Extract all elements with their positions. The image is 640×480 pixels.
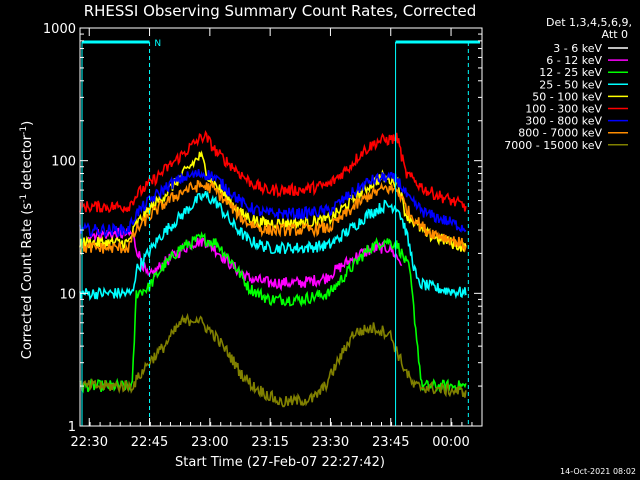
x-tick-label: 23:15 (251, 435, 288, 450)
y-axis-title-sup2: -1 (19, 126, 29, 135)
legend-label-2: 12 - 25 keV (539, 66, 602, 79)
series-line-6 (79, 168, 467, 238)
chart-title: RHESSI Observing Summary Count Rates, Co… (84, 2, 477, 20)
y-axis-ticks: 1 10 100 1000 (43, 22, 482, 435)
x-tick-label: 23:00 (191, 435, 228, 450)
night-marker: N (154, 39, 161, 49)
y-tick-label: 100 (51, 155, 76, 170)
x-tick-label: 22:30 (71, 435, 108, 450)
saa-flags: N (81, 39, 480, 426)
x-axis-ticks: 22:30 22:45 23:00 23:15 23:30 23:45 00:00 (71, 28, 483, 450)
y-axis-title: Corrected Count Rate (s-1 detector-1) (19, 121, 35, 359)
y-axis-title-suffix: ) (20, 121, 35, 126)
y-axis-title-prefix: Corrected Count Rate (s (20, 203, 35, 360)
x-tick-label: 00:00 (432, 435, 469, 450)
series-line-2 (79, 231, 467, 394)
legend-header-detectors: Det 1,3,4,5,6,9, (546, 16, 632, 29)
series-line-8 (79, 312, 467, 408)
legend-label-6: 300 - 800 keV (525, 115, 602, 128)
y-tick-label: 10 (59, 287, 76, 302)
legend-label-3: 25 - 50 keV (539, 78, 602, 91)
series-line-0 (139, 262, 403, 367)
x-tick-label: 22:45 (131, 435, 168, 450)
legend-label-4: 50 - 100 keV (532, 90, 602, 103)
legend-label-5: 100 - 300 keV (525, 103, 602, 116)
x-tick-label: 23:45 (372, 435, 409, 450)
y-tick-label: 1000 (43, 22, 76, 37)
y-axis-title-sup: -1 (19, 194, 29, 203)
y-tick-label: 1 (68, 420, 76, 435)
legend-label-1: 6 - 12 keV (546, 54, 602, 67)
legend-header-attenuator: Att 0 (602, 28, 628, 41)
series-group (79, 129, 467, 408)
legend-label-0: 3 - 6 keV (553, 42, 602, 55)
x-tick-label: 23:30 (312, 435, 349, 450)
y-axis-title-mid: detector (20, 134, 35, 194)
legend-label-8: 7000 - 15000 keV (504, 139, 602, 152)
generation-timestamp: 14-Oct-2021 08:02 (560, 467, 636, 476)
series-line-7 (79, 179, 467, 256)
series-line-3 (79, 190, 467, 302)
legend-label-7: 800 - 7000 keV (518, 127, 602, 140)
x-axis-title: Start Time (27-Feb-07 22:27:42) (175, 455, 385, 470)
series-line-5 (79, 129, 467, 214)
